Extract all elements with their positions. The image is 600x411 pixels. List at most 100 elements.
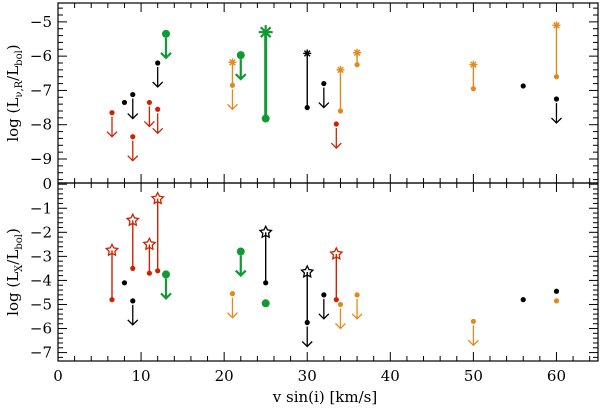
radio-upper-limit-arrowhead: [127, 155, 139, 162]
xray-flare-star: [300, 264, 315, 279]
xray-upper-limit-arrowhead: [234, 269, 247, 278]
radio-data-point: [337, 108, 344, 114]
xray-data-point: [121, 280, 128, 286]
radio-upper-limit-arrowhead: [234, 73, 247, 81]
radio-asterisk-stroke: [353, 49, 361, 57]
x-tick-label: 60: [547, 367, 566, 385]
xray-upper-limit-arrowhead: [227, 312, 238, 319]
xray-flare-star: [104, 242, 120, 257]
radio-data-point: [162, 29, 170, 38]
radio-y-axis-title-part: ): [4, 44, 22, 50]
radio-panel: −5 −6 −7 −8 −9 log (Lν,R/Lbol): [4, 2, 599, 184]
xray-data-point: [130, 265, 136, 271]
xray-y-axis-title-part: log (L: [4, 272, 22, 316]
xray-data-point: [263, 280, 269, 286]
radio-upper-limit-arrowhead: [143, 120, 155, 128]
radio-data-point: [155, 106, 161, 112]
xray-data-point: [229, 291, 236, 297]
xray-data-point: [155, 268, 161, 274]
radio-data-point: [155, 60, 161, 66]
radio-data-point: [333, 121, 339, 127]
radio-asterisk-stroke: [337, 66, 344, 74]
xray-ytick-label: −2: [30, 223, 52, 241]
radio-ytick-label: −6: [30, 47, 52, 65]
xray-flare-star: [125, 212, 140, 227]
radio-y-axis-title-part: ν,R: [14, 80, 25, 97]
radio-data-point: [553, 74, 560, 80]
xray-ytick-label: −3: [30, 247, 52, 265]
radio-data-point: [130, 91, 136, 98]
x-tick-label: 50: [464, 367, 483, 385]
xray-upper-limit-arrowhead: [467, 339, 479, 347]
radio-ytick-label: −9: [30, 150, 52, 168]
radio-ytick-label: −7: [30, 81, 52, 99]
xray-flare-star: [150, 191, 165, 205]
xray-ytick-label: −4: [30, 271, 52, 289]
radio-data-point: [470, 86, 476, 92]
xray-upper-limit-arrowhead: [335, 323, 346, 330]
xray-data-point: [470, 318, 476, 324]
xray-ytick-label: −5: [30, 295, 52, 313]
xray-flare-star: [142, 236, 157, 251]
xray-frame: [57, 182, 599, 362]
xray-data-point: [553, 288, 560, 294]
xray-ytick-label: −6: [30, 320, 52, 338]
radio-upper-limit-arrowhead: [106, 131, 118, 138]
xray-ytick-label: −7: [30, 344, 52, 362]
xray-data-point: [337, 301, 344, 308]
x-tick-label: 20: [215, 367, 234, 385]
xray-data-point: [261, 299, 270, 308]
radio-flare-asterisk: [552, 21, 561, 30]
radio-flare-asterisk: [228, 58, 237, 67]
radio-upper-limit-arrowhead: [127, 113, 139, 120]
radio-y-axis-title-part: /L: [4, 66, 22, 81]
radio-data-point: [321, 80, 327, 87]
x-tick-label: 10: [132, 367, 151, 385]
xray-flare-star: [329, 246, 344, 260]
xray-upper-limit-arrowhead: [351, 313, 363, 320]
xray-data-point: [304, 319, 310, 326]
xray-data-point: [553, 298, 560, 304]
radio-upper-limit-arrowhead: [152, 127, 164, 135]
xray-data-point: [130, 298, 136, 304]
radio-data-point: [121, 99, 128, 106]
xray-y-axis-title-part: bol: [14, 234, 25, 250]
xray-panel: 0 −1 −2 −3 −4 −5 −6 −7 log (LX/Lbol): [4, 175, 599, 362]
xray-data-point: [109, 297, 115, 303]
radio-upper-limit-arrowhead: [160, 52, 172, 60]
radio-flare-asterisk: [258, 25, 273, 40]
radio-flare-asterisk: [469, 60, 478, 69]
radio-data-point: [236, 51, 245, 60]
xray-y-axis-title-part: /L: [4, 250, 22, 265]
x-axis: 0 10 20 30 40 50 60: [53, 367, 566, 385]
radio-ytick-label: −5: [30, 13, 52, 31]
radio-data-point: [229, 82, 236, 88]
xray-upper-limit-arrowhead: [318, 313, 330, 320]
radio-upper-limit-arrowhead: [227, 103, 238, 111]
radio-asterisk-stroke: [303, 50, 311, 57]
radio-data-point: [261, 114, 270, 123]
radio-asterisk-stroke: [470, 61, 477, 69]
radio-data-point: [354, 62, 360, 68]
radio-upper-limit-arrowhead: [318, 102, 330, 109]
radio-data-point: [109, 110, 115, 116]
x-tick-label: 30: [298, 367, 317, 385]
radio-ytick-label: −8: [30, 116, 52, 134]
radio-y-axis-title-part: log (L: [4, 98, 22, 142]
radio-asterisk-stroke: [260, 26, 272, 38]
radio-upper-limit-arrowhead: [551, 117, 562, 124]
xray-y-axis-title: log (LX/Lbol): [4, 228, 25, 316]
radio-asterisk-stroke: [229, 59, 236, 66]
radio-upper-limit-arrowhead: [330, 142, 342, 149]
xray-ytick-label: 0: [42, 175, 52, 193]
x-tick-label: 0: [53, 367, 63, 385]
xray-data-point: [162, 270, 170, 279]
radio-data-point: [146, 99, 152, 106]
radio-upper-limit-arrowhead: [152, 81, 164, 88]
radio-flare-asterisk: [353, 48, 362, 57]
radio-data-point: [520, 83, 526, 89]
x-axis-title: v sin(i) [km/s]: [272, 388, 377, 406]
xray-data-point: [354, 292, 360, 298]
xray-flare-star: [258, 224, 273, 239]
